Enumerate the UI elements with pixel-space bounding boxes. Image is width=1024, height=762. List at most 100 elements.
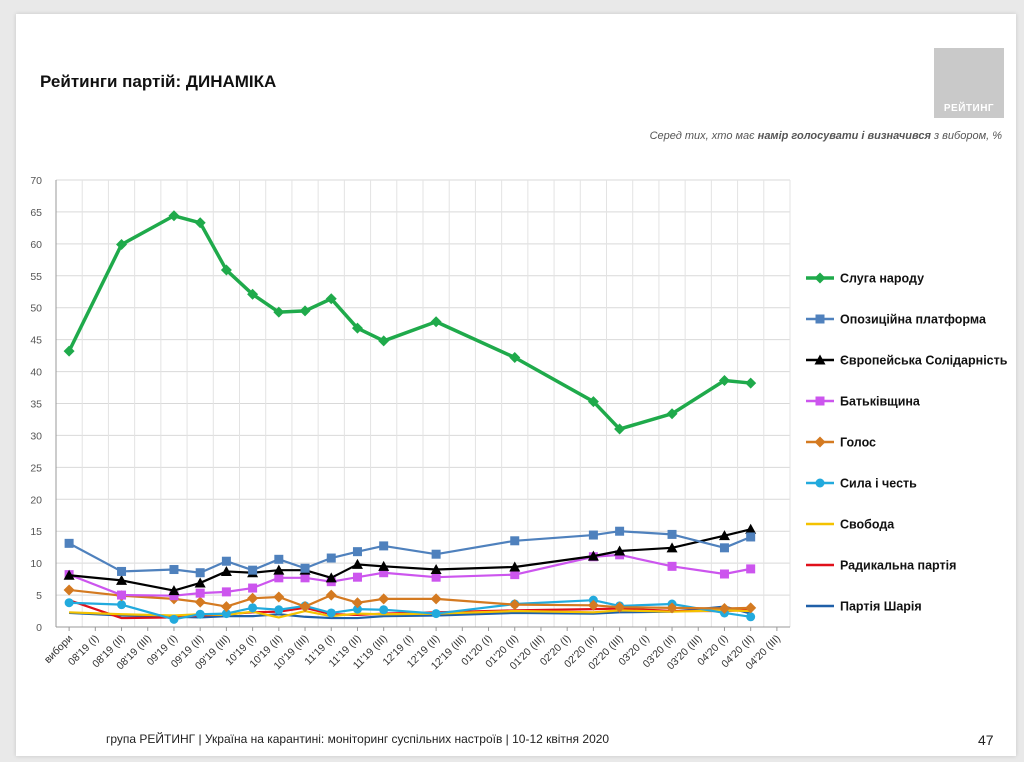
y-tick-label: 15	[30, 526, 42, 538]
data-point	[509, 561, 521, 572]
series-1	[64, 526, 756, 578]
legend-label: Слуга народу	[840, 272, 924, 286]
series-3	[64, 550, 756, 601]
data-point	[509, 352, 521, 364]
legend-label: Голос	[840, 436, 876, 450]
page-title: Рейтинги партій: ДИНАМІКА	[40, 72, 277, 91]
data-point	[168, 585, 180, 596]
slide: Рейтинги партій: ДИНАМІКА РЕЙТИНГ Серед …	[16, 14, 1016, 756]
data-point	[274, 573, 284, 583]
data-point	[248, 583, 258, 593]
data-point	[64, 538, 74, 548]
data-point	[719, 569, 729, 579]
data-point	[195, 588, 205, 598]
data-point	[248, 603, 258, 613]
data-point	[379, 605, 389, 615]
data-point	[666, 408, 678, 420]
data-point	[247, 288, 259, 300]
data-point	[351, 558, 363, 569]
data-point	[666, 602, 678, 614]
data-point	[195, 609, 205, 619]
data-point	[587, 550, 599, 561]
data-point	[718, 530, 730, 541]
data-point	[718, 602, 730, 614]
data-point	[352, 604, 362, 614]
data-point	[815, 396, 825, 406]
series-line	[67, 214, 751, 431]
data-point	[169, 565, 179, 575]
data-point	[64, 598, 74, 608]
subtitle-suffix: з вибором, %	[930, 130, 1002, 142]
subtitle-prefix: Серед тих, хто має	[649, 130, 758, 142]
data-point	[248, 565, 258, 575]
data-point	[378, 593, 390, 605]
data-point	[746, 564, 756, 574]
data-point	[378, 560, 390, 571]
chart-legend: Слуга народу Опозиційна платформа Європейс…	[806, 272, 1008, 614]
data-point	[614, 545, 626, 556]
data-point	[430, 564, 442, 575]
data-point	[431, 549, 441, 559]
y-axis: 0 5 10 15 20 25 30 35 40 45 50 55 60 65 70	[30, 175, 57, 634]
data-point	[169, 614, 179, 624]
data-point	[194, 577, 206, 588]
data-point	[745, 377, 757, 389]
data-point	[614, 423, 626, 435]
data-point	[326, 553, 336, 563]
legend-item: Свобода	[806, 518, 895, 532]
data-point	[587, 599, 599, 611]
legend-item: Сила і честь	[806, 477, 917, 491]
data-point	[746, 532, 756, 542]
data-point	[351, 322, 363, 334]
data-point	[116, 574, 128, 585]
data-point	[746, 612, 756, 622]
data-point	[719, 543, 729, 553]
series-line	[69, 605, 751, 620]
data-point	[431, 572, 441, 582]
data-point	[325, 572, 337, 583]
rating-logo: РЕЙТИНГ	[934, 48, 1004, 118]
legend-label: Опозиційна платформа	[840, 313, 987, 327]
series-line	[69, 528, 751, 592]
legend-label: Партія Шарія	[840, 600, 922, 614]
y-tick-label: 5	[36, 590, 42, 602]
data-point	[168, 210, 180, 222]
legend-label: Радикальна партія	[840, 559, 956, 573]
data-point	[352, 572, 362, 582]
data-point	[667, 529, 677, 539]
legend-item: Партія Шарія	[806, 600, 922, 614]
data-point	[63, 345, 75, 357]
data-point	[352, 547, 362, 557]
data-point	[614, 601, 626, 613]
data-point	[430, 316, 442, 328]
footer-text: група РЕЙТИНГ | Україна на карантині: мо…	[106, 732, 610, 746]
data-point	[274, 554, 284, 564]
y-tick-label: 70	[30, 175, 42, 187]
y-tick-label: 10	[30, 558, 42, 570]
data-point	[300, 573, 310, 583]
data-point	[615, 526, 625, 536]
page-number: 47	[978, 732, 994, 748]
data-point	[814, 436, 826, 448]
data-point	[351, 597, 363, 609]
subtitle-bold: намір голосувати і визначився	[757, 130, 931, 142]
data-point	[194, 596, 206, 608]
data-point	[509, 599, 521, 611]
data-point	[117, 590, 127, 600]
y-tick-label: 40	[30, 367, 42, 379]
legend-item: Європейська Солідарність	[806, 354, 1008, 368]
data-point	[169, 591, 179, 601]
data-point	[379, 541, 389, 551]
legend-label: Сила і честь	[840, 477, 917, 491]
data-point	[815, 314, 825, 324]
data-point	[815, 478, 825, 488]
data-point	[325, 293, 337, 305]
data-point	[718, 375, 730, 387]
data-point	[431, 609, 441, 619]
data-point	[510, 536, 520, 546]
data-point	[221, 556, 231, 566]
data-point	[587, 396, 599, 408]
y-tick-label: 45	[30, 335, 42, 347]
data-point	[588, 530, 598, 540]
data-point	[667, 561, 677, 571]
